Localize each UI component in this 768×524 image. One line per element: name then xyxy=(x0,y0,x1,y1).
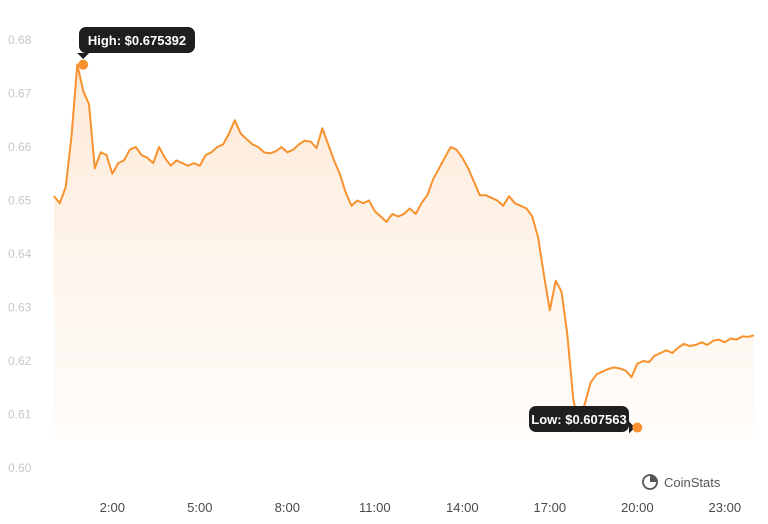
high-label: High: $0.675392 xyxy=(88,33,186,48)
y-tick-label: 0.62 xyxy=(8,354,32,368)
x-tick-label: 2:00 xyxy=(100,500,125,515)
low-label: Low: $0.607563 xyxy=(531,412,626,427)
high-callout: High: $0.675392 xyxy=(77,27,195,59)
area-layer xyxy=(54,64,754,440)
x-tick-label: 11:00 xyxy=(359,500,391,515)
x-tick-label: 14:00 xyxy=(446,500,479,515)
x-axis: 2:00 5:00 8:00 11:00 14:00 17:00 20:00 23:00 xyxy=(100,500,741,515)
y-axis: 0.68 0.67 0.66 0.65 0.64 0.63 0.62 0.61 0.60 xyxy=(8,33,32,475)
high-point xyxy=(78,59,89,70)
y-tick-label: 0.61 xyxy=(8,408,32,422)
x-tick-label: 5:00 xyxy=(187,500,212,515)
y-tick-label: 0.64 xyxy=(8,247,32,261)
x-tick-label: 8:00 xyxy=(275,500,300,515)
line-layer xyxy=(53,63,755,429)
y-tick-label: 0.60 xyxy=(8,461,32,475)
x-tick-label: 23:00 xyxy=(709,500,742,515)
x-tick-label: 20:00 xyxy=(621,500,654,515)
y-tick-label: 0.66 xyxy=(8,140,32,154)
high-callout-background xyxy=(79,27,195,53)
x-tick-label: 17:00 xyxy=(534,500,567,515)
low-callout: Low: $0.607563 xyxy=(529,406,635,434)
low-callout-pointer xyxy=(629,421,635,434)
brand-watermark: CoinStats xyxy=(642,474,721,490)
y-tick-label: 0.63 xyxy=(8,301,32,315)
y-tick-label: 0.65 xyxy=(8,194,32,208)
coinstats-logo-icon xyxy=(642,474,658,490)
high-callout-pointer xyxy=(77,53,90,59)
low-point xyxy=(632,422,643,433)
price-area-fill xyxy=(54,64,754,440)
y-tick-label: 0.68 xyxy=(8,33,32,47)
price-line xyxy=(53,63,755,429)
brand-name: CoinStats xyxy=(664,475,721,490)
y-tick-label: 0.67 xyxy=(8,87,32,101)
low-callout-background xyxy=(529,406,629,432)
